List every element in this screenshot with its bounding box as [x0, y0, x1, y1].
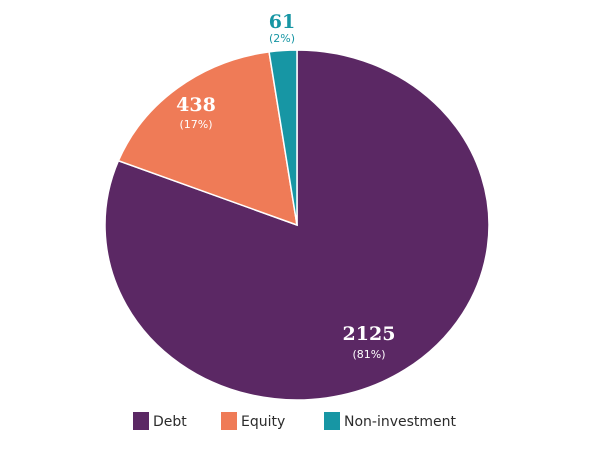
legend-swatch-equity	[221, 412, 237, 430]
legend-item-debt: Debt	[133, 412, 187, 430]
legend: Debt Equity Non-investment	[133, 412, 457, 430]
legend-item-equity: Equity	[221, 412, 285, 430]
legend-label-equity: Equity	[241, 414, 285, 430]
data-label-percent-non-investment: (2%)	[269, 32, 295, 45]
data-label-percent-equity: (17%)	[179, 118, 212, 131]
pie-slice-equity	[117, 51, 298, 227]
legend-label-non-investment: Non-investment	[344, 414, 457, 430]
data-label-percent-debt: (81%)	[352, 348, 385, 361]
data-label-value-equity: 438	[176, 94, 216, 116]
pie-data-labels: 2125 (81%) 438 (17%) 61(2%)	[176, 11, 395, 361]
legend-swatch-non-investment	[324, 412, 340, 430]
pie-slice-non-investment	[268, 49, 298, 226]
legend-swatch-debt	[133, 412, 149, 430]
data-label-value-debt: 2125	[343, 323, 396, 345]
data-label-value-non-investment: 61	[269, 11, 295, 33]
legend-item-non-investment: Non-investment	[324, 412, 457, 430]
legend-label-debt: Debt	[153, 414, 187, 430]
pie-slices	[104, 49, 490, 401]
